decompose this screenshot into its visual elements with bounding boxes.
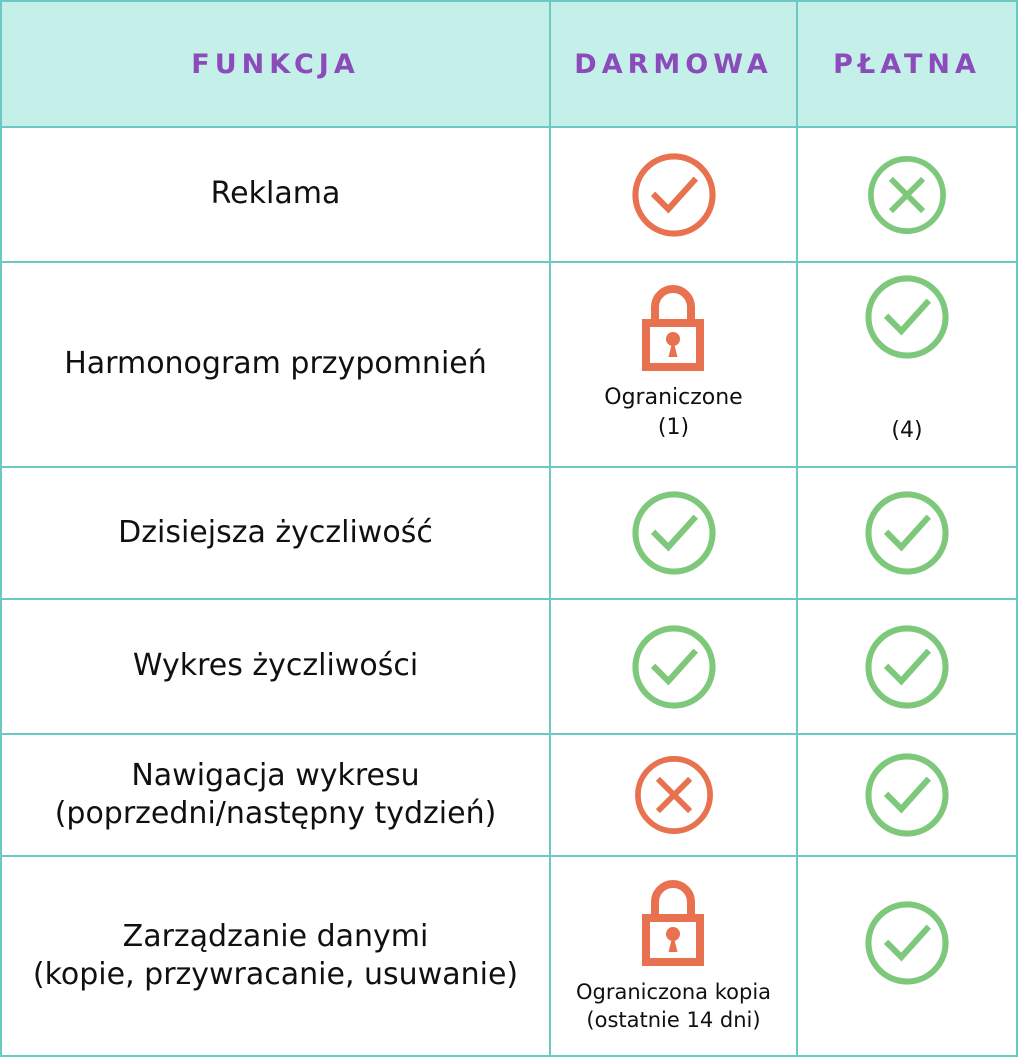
check-circle-icon bbox=[860, 620, 954, 714]
free-plan-note-line1: Ograniczone bbox=[604, 384, 743, 410]
paid-plan-note: (4) bbox=[891, 416, 922, 446]
free-plan-cell bbox=[551, 600, 798, 733]
feature-label-line1: Zarządzanie danymi bbox=[122, 918, 429, 954]
status-free bbox=[627, 620, 721, 714]
status-paid bbox=[860, 896, 954, 990]
lock-icon bbox=[634, 876, 712, 970]
status-paid bbox=[863, 151, 951, 239]
paid-plan-note-line1: (4) bbox=[891, 417, 923, 443]
status-paid: (4) bbox=[860, 270, 954, 446]
free-plan-note-line2: (1) bbox=[657, 414, 690, 440]
feature-label: Dzisiejsza życzliwość bbox=[102, 514, 449, 552]
feature-label: Zarządzanie danymi (kopie, przywracanie,… bbox=[17, 918, 534, 995]
column-header-feature: FUNKCJA bbox=[2, 2, 551, 126]
table-header-row: FUNKCJA DARMOWA PŁATNA bbox=[2, 2, 1016, 128]
feature-cell: Zarządzanie danymi (kopie, przywracanie,… bbox=[2, 857, 551, 1055]
x-circle-icon bbox=[630, 751, 718, 839]
feature-label: Wykres życzliwości bbox=[117, 647, 434, 685]
lock-icon bbox=[634, 281, 712, 375]
paid-plan-cell bbox=[798, 128, 1016, 261]
free-plan-note-line2: (ostatnie 14 dni) bbox=[586, 1008, 761, 1032]
free-plan-note: Ograniczona kopia (ostatnie 14 dni) bbox=[576, 978, 771, 1035]
paid-plan-cell bbox=[798, 857, 1016, 1055]
feature-cell: Reklama bbox=[2, 128, 551, 261]
column-header-free: DARMOWA bbox=[551, 2, 798, 126]
free-plan-cell: Ograniczone (1) bbox=[551, 263, 798, 466]
status-paid bbox=[860, 620, 954, 714]
status-free: Ograniczone (1) bbox=[604, 281, 743, 442]
table-row: Zarządzanie danymi (kopie, przywracanie,… bbox=[2, 857, 1016, 1055]
free-plan-cell bbox=[551, 468, 798, 598]
status-free bbox=[627, 148, 721, 242]
check-circle-icon bbox=[860, 486, 954, 580]
feature-label-line1: Nawigacja wykresu bbox=[131, 757, 420, 793]
table-row: Nawigacja wykresu (poprzedni/następny ty… bbox=[2, 735, 1016, 857]
paid-plan-cell bbox=[798, 600, 1016, 733]
table-row: Dzisiejsza życzliwość bbox=[2, 468, 1016, 600]
table-row: Reklama bbox=[2, 128, 1016, 263]
paid-plan-cell bbox=[798, 468, 1016, 598]
column-header-paid: PŁATNA bbox=[798, 2, 1016, 126]
feature-cell: Nawigacja wykresu (poprzedni/następny ty… bbox=[2, 735, 551, 855]
free-plan-cell: Ograniczona kopia (ostatnie 14 dni) bbox=[551, 857, 798, 1055]
paid-plan-cell bbox=[798, 735, 1016, 855]
feature-label: Nawigacja wykresu (poprzedni/następny ty… bbox=[39, 757, 513, 834]
check-circle-icon bbox=[627, 486, 721, 580]
status-free bbox=[627, 486, 721, 580]
check-circle-icon bbox=[860, 896, 954, 990]
table-row: Wykres życzliwości bbox=[2, 600, 1016, 735]
feature-label: Reklama bbox=[195, 175, 357, 213]
feature-cell: Wykres życzliwości bbox=[2, 600, 551, 733]
feature-label-line2: (poprzedni/następny tydzień) bbox=[54, 796, 497, 831]
feature-label-line1: Wykres życzliwości bbox=[132, 648, 419, 684]
x-circle-icon bbox=[863, 151, 951, 239]
column-header-paid-label: PŁATNA bbox=[833, 48, 981, 80]
paid-plan-cell: (4) bbox=[798, 263, 1016, 466]
free-plan-cell bbox=[551, 735, 798, 855]
column-header-feature-label: FUNKCJA bbox=[191, 48, 360, 80]
free-plan-note-line1: Ograniczona kopia bbox=[575, 979, 772, 1004]
table-row: Harmonogram przypomnień Ograniczone (1) bbox=[2, 263, 1016, 468]
feature-label: Harmonogram przypomnień bbox=[48, 345, 503, 383]
feature-cell: Dzisiejsza życzliwość bbox=[2, 468, 551, 598]
check-circle-icon bbox=[860, 748, 954, 842]
feature-label-line2: (kopie, przywracanie, usuwanie) bbox=[32, 957, 519, 992]
feature-cell: Harmonogram przypomnień bbox=[2, 263, 551, 466]
check-circle-icon bbox=[627, 620, 721, 714]
column-header-free-label: DARMOWA bbox=[574, 48, 773, 80]
check-circle-icon bbox=[627, 148, 721, 242]
feature-label-line1: Harmonogram przypomnień bbox=[64, 346, 487, 382]
status-free: Ograniczona kopia (ostatnie 14 dni) bbox=[576, 876, 771, 1035]
free-plan-note: Ograniczone (1) bbox=[604, 383, 742, 442]
status-free bbox=[630, 751, 718, 839]
feature-label-line1: Reklama bbox=[210, 176, 341, 212]
check-circle-icon bbox=[860, 270, 954, 364]
feature-label-line1: Dzisiejsza życzliwość bbox=[118, 514, 433, 550]
free-plan-cell bbox=[551, 128, 798, 261]
status-paid bbox=[860, 748, 954, 842]
status-paid bbox=[860, 486, 954, 580]
